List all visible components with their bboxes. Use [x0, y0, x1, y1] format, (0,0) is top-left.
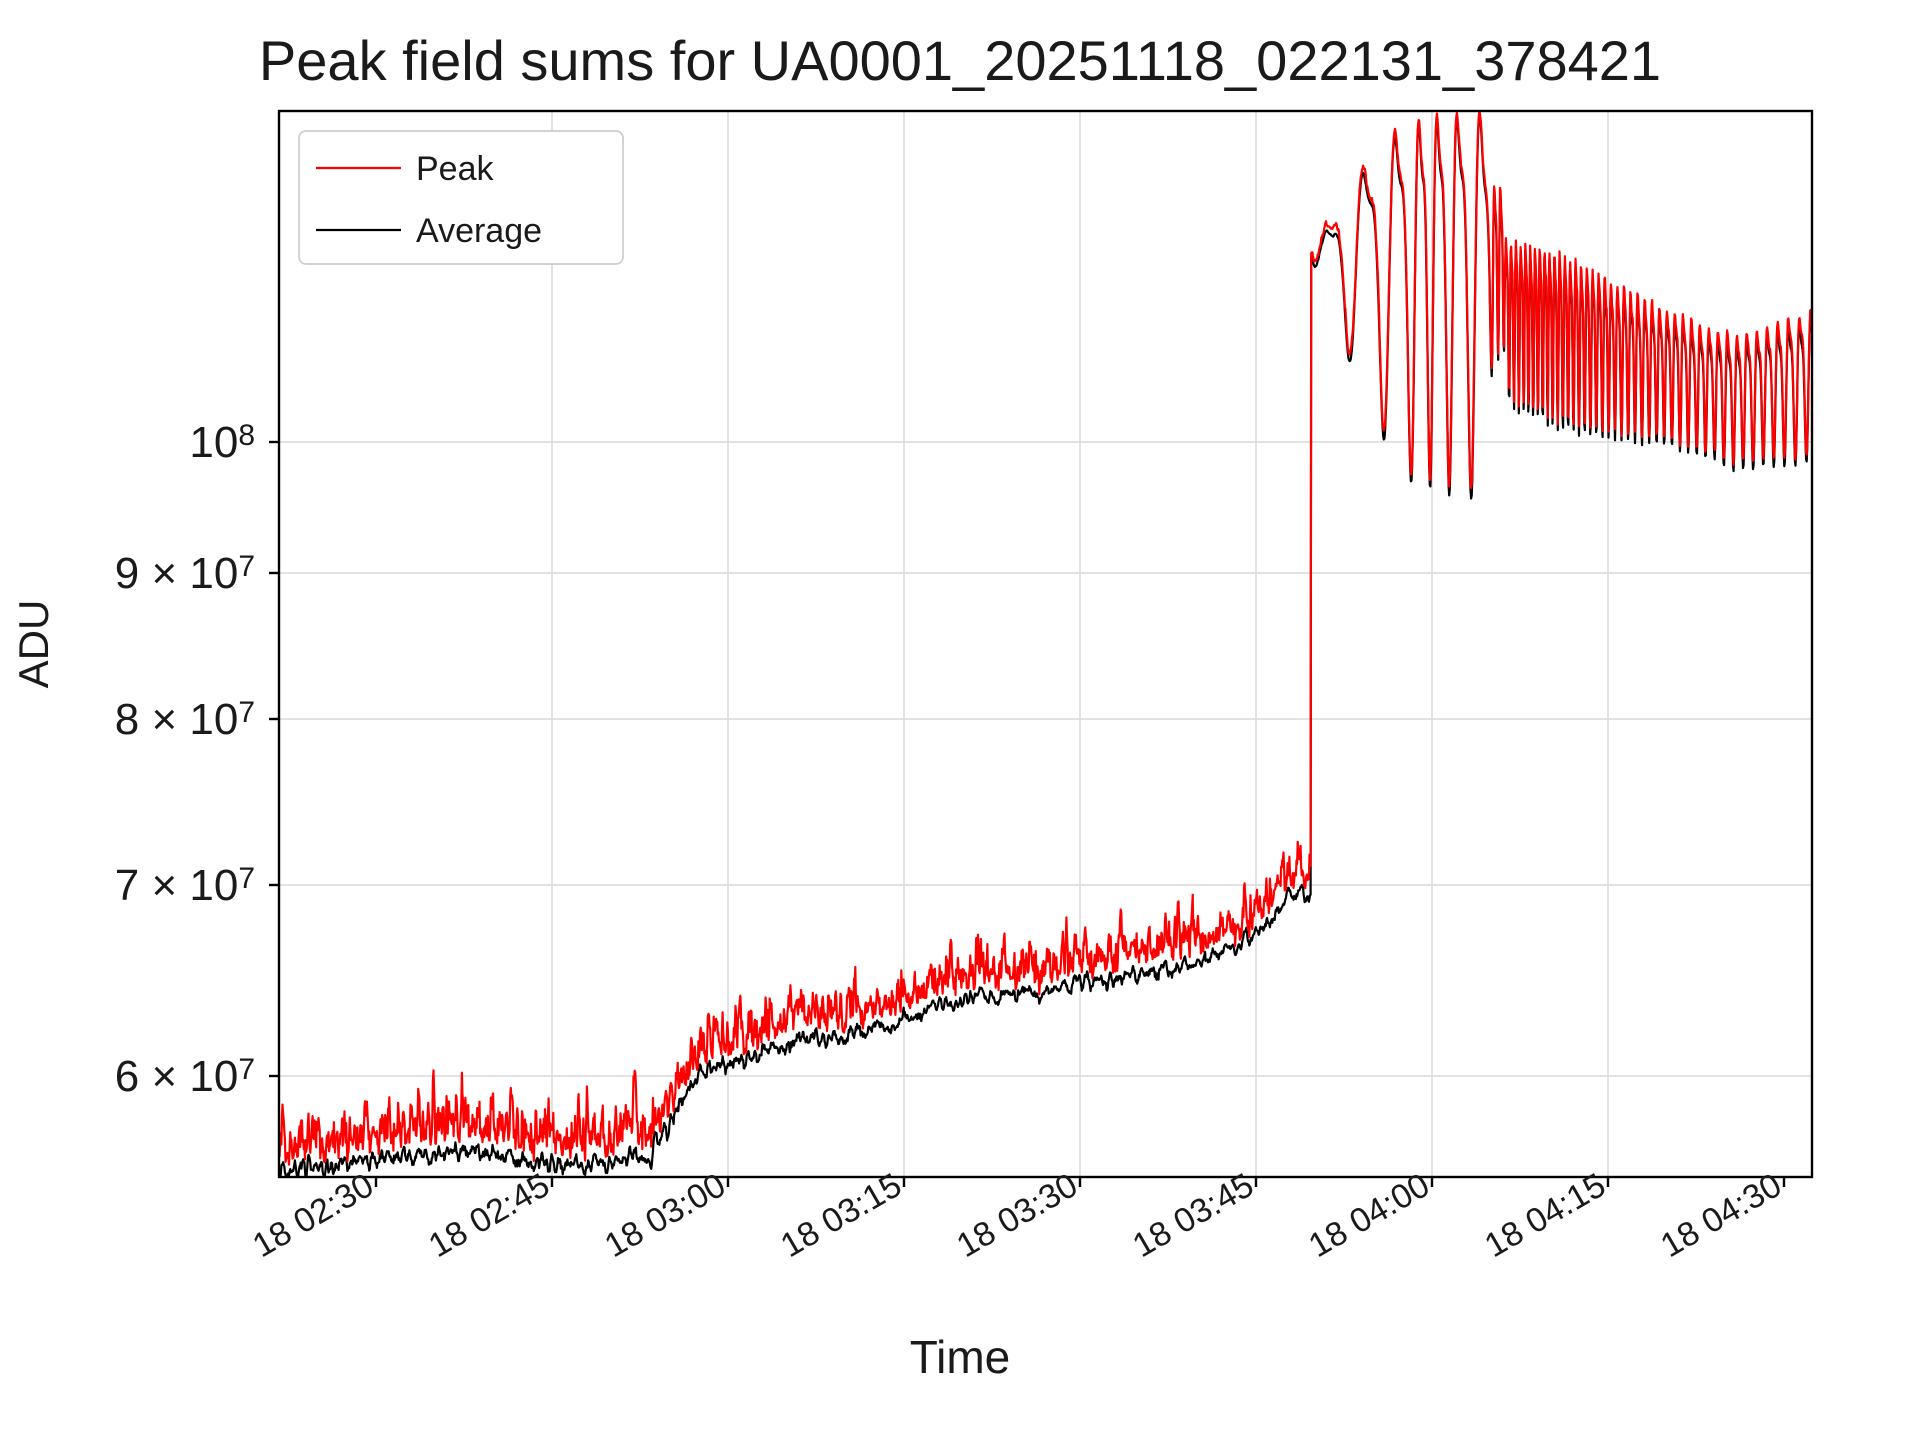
- svg-text:9 × 107: 9 × 107: [115, 549, 255, 598]
- svg-text:Average: Average: [416, 212, 542, 250]
- svg-text:Peak: Peak: [416, 150, 494, 188]
- svg-text:8 × 107: 8 × 107: [115, 695, 255, 744]
- svg-text:18 03:00: 18 03:00: [598, 1166, 732, 1265]
- svg-text:18 02:45: 18 02:45: [422, 1166, 556, 1265]
- svg-text:18 03:15: 18 03:15: [774, 1166, 908, 1265]
- svg-text:18 02:30: 18 02:30: [246, 1166, 380, 1265]
- svg-text:7 × 107: 7 × 107: [115, 861, 255, 910]
- svg-text:108: 108: [189, 418, 255, 467]
- svg-text:18 04:00: 18 04:00: [1302, 1166, 1436, 1265]
- svg-text:18 03:45: 18 03:45: [1126, 1166, 1260, 1265]
- svg-text:6 × 107: 6 × 107: [115, 1052, 255, 1101]
- svg-text:18 03:30: 18 03:30: [950, 1166, 1084, 1265]
- svg-text:18 04:15: 18 04:15: [1478, 1166, 1612, 1265]
- svg-text:18 04:30: 18 04:30: [1654, 1166, 1788, 1265]
